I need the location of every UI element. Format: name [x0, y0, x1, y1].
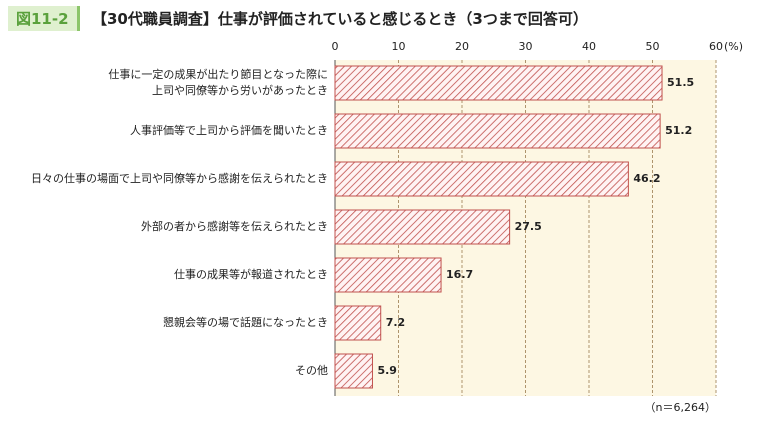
value-label: 27.5	[515, 220, 542, 233]
bar	[334, 353, 373, 389]
x-tick-label: 10	[392, 40, 406, 53]
value-label: 51.5	[667, 76, 694, 89]
y-tick-label: 仕事に一定の成果が出たり節目となった際に 上司や同僚等から労いがあったとき	[108, 68, 328, 97]
bar	[334, 161, 629, 197]
y-tick-label: 懇親会等の場で話題になったとき	[163, 316, 328, 329]
y-tick-label: 外部の者から感謝等を伝えられたとき	[141, 220, 328, 233]
note: （n＝6,264）	[645, 401, 716, 414]
bar	[334, 209, 511, 245]
value-label: 5.9	[377, 364, 397, 377]
x-tick-label: 0	[332, 40, 339, 53]
value-label: 46.2	[633, 172, 660, 185]
value-label: 51.2	[665, 124, 692, 137]
x-unit: (%)	[724, 40, 743, 53]
bar	[334, 257, 442, 293]
x-tick-label: 30	[519, 40, 533, 53]
y-tick-label: 仕事の成果等が報道されたとき	[174, 268, 328, 281]
figure-label: 図11-2	[8, 6, 80, 31]
y-tick-label: 人事評価等で上司から評価を聞いたとき	[130, 124, 328, 137]
x-tick-label: 20	[455, 40, 469, 53]
y-tick-label: 日々の仕事の場面で上司や同僚等から感謝を伝えられたとき	[31, 172, 328, 185]
value-label: 16.7	[446, 268, 473, 281]
x-tick-label: 50	[646, 40, 660, 53]
chart-title: 【30代職員調査】仕事が評価されていると感じるとき（3つまで回答可）	[92, 10, 588, 28]
bar	[334, 113, 661, 149]
value-label: 7.2	[386, 316, 406, 329]
y-tick-label: その他	[295, 364, 328, 377]
x-tick-label: 40	[582, 40, 596, 53]
bar	[334, 65, 663, 101]
x-tick-label: 60	[709, 40, 723, 53]
bar	[334, 305, 382, 341]
